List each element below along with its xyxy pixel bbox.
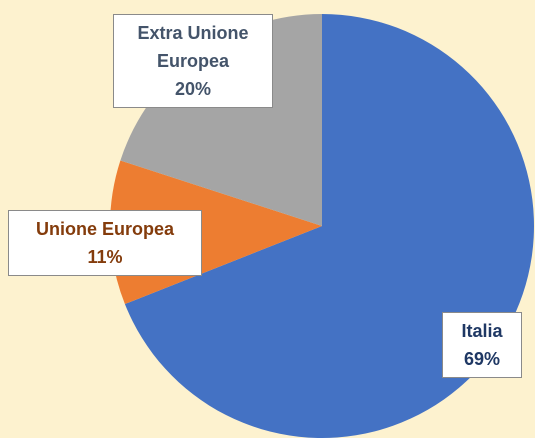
value-label: 11% (87, 247, 123, 267)
value-label: 20% (174, 79, 212, 99)
pie-slice (124, 14, 534, 438)
value-label: 69% (463, 349, 501, 369)
data-label: Unione Europea 11% (8, 210, 202, 276)
data-label: Extra Unione Europea 20% (113, 14, 273, 108)
category-name: Unione Europea (35, 219, 174, 239)
category-name: Italia (461, 321, 503, 341)
category-name: Extra Unione Europea (137, 23, 249, 71)
data-label: Italia 69% (442, 312, 522, 378)
